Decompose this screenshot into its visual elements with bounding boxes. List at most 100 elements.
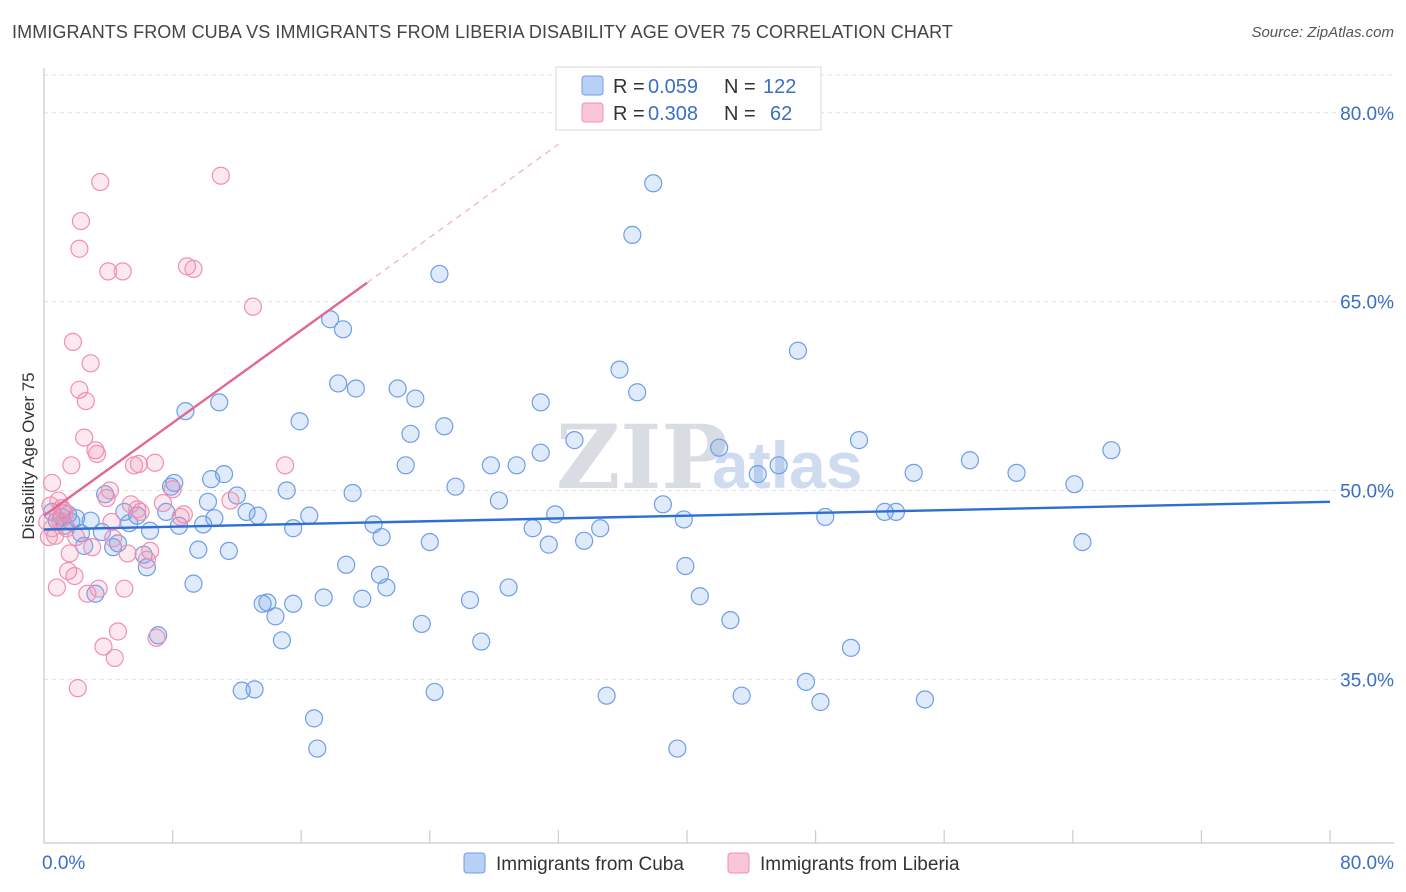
- point-cuba: [214, 465, 234, 484]
- legend-label-liberia: Immigrants from Liberia: [760, 854, 960, 875]
- point-cuba: [841, 638, 861, 657]
- point-cuba: [591, 519, 610, 538]
- point-liberia: [118, 544, 137, 563]
- point-liberia: [65, 566, 84, 586]
- point-cuba: [597, 686, 616, 705]
- point-cuba: [644, 174, 663, 193]
- point-cuba: [546, 505, 565, 524]
- point-liberia: [76, 391, 95, 411]
- point-liberia: [91, 172, 110, 192]
- legend-swatch-liberia: [727, 852, 750, 874]
- point-liberia: [184, 259, 203, 278]
- point-liberia: [70, 239, 89, 258]
- stats-r-value-cuba: 0.059: [648, 76, 698, 98]
- legend-label-cuba: Immigrants from Cuba: [496, 854, 684, 875]
- point-cuba: [210, 393, 229, 412]
- x-tick-label-max: 80.0%: [1340, 853, 1394, 874]
- point-liberia: [81, 354, 100, 373]
- y-tick-label: 35.0%: [1340, 670, 1394, 691]
- trend-line-cuba: [43, 500, 1331, 531]
- point-cuba: [499, 578, 518, 597]
- point-cuba: [272, 631, 292, 650]
- point-liberia: [87, 444, 107, 464]
- point-cuba: [472, 632, 491, 651]
- stats-n-value-liberia: 62: [770, 103, 792, 125]
- point-cuba: [674, 510, 693, 529]
- point-liberia: [145, 453, 165, 472]
- point-cuba: [314, 588, 333, 607]
- point-cuba: [523, 519, 542, 538]
- point-liberia: [60, 544, 79, 563]
- point-liberia: [147, 628, 166, 647]
- point-cuba: [420, 532, 439, 552]
- point-cuba: [430, 264, 449, 284]
- point-cuba: [676, 556, 695, 576]
- point-cuba: [277, 481, 296, 500]
- point-liberia: [211, 166, 230, 185]
- point-liberia: [78, 584, 97, 603]
- point-cuba: [489, 491, 509, 510]
- point-cuba: [539, 535, 558, 554]
- point-cuba: [435, 417, 454, 436]
- point-cuba: [721, 611, 740, 630]
- point-cuba: [219, 541, 238, 561]
- point-cuba: [300, 506, 319, 525]
- y-tick-label: 65.0%: [1340, 293, 1394, 314]
- point-liberia: [221, 491, 240, 510]
- point-cuba: [284, 519, 303, 538]
- point-cuba: [290, 412, 309, 431]
- point-liberia: [70, 380, 89, 399]
- data-points: [38, 166, 1121, 758]
- y-axis-label: Disability Age Over 75: [19, 372, 38, 539]
- grid-lines: [44, 74, 1394, 680]
- chart-source: Source: ZipAtlas.com: [1251, 24, 1394, 41]
- point-cuba: [165, 473, 184, 493]
- chart-title: IMMIGRANTS FROM CUBA VS IMMIGRANTS FROM …: [12, 22, 953, 42]
- point-liberia: [83, 538, 102, 557]
- point-cuba: [1007, 463, 1026, 482]
- y-tick-label: 80.0%: [1340, 104, 1394, 125]
- y-tick-label: 50.0%: [1340, 481, 1394, 502]
- stats-n-value-cuba: 122: [763, 76, 796, 98]
- watermark: ZIP atlas: [556, 405, 862, 509]
- stats-n-label-cuba: N =: [724, 76, 756, 98]
- legend-swatch-cuba: [463, 852, 486, 874]
- point-cuba: [668, 739, 687, 758]
- stats-r-label-cuba: R =: [613, 76, 645, 98]
- x-tick-label-min: 0.0%: [42, 853, 85, 874]
- point-cuba: [915, 690, 935, 709]
- point-liberia: [140, 541, 160, 561]
- point-cuba: [811, 692, 830, 712]
- point-liberia: [62, 456, 81, 475]
- watermark-zip: ZIP: [556, 405, 728, 509]
- point-cuba: [245, 680, 264, 699]
- point-liberia: [131, 502, 150, 521]
- point-cuba: [401, 424, 420, 443]
- point-cuba: [565, 431, 584, 450]
- point-cuba: [1102, 441, 1121, 460]
- point-liberia: [75, 428, 94, 447]
- point-cuba: [446, 477, 465, 496]
- point-cuba: [460, 590, 480, 610]
- point-cuba: [412, 614, 431, 634]
- point-cuba: [628, 383, 647, 402]
- point-liberia: [105, 648, 124, 668]
- point-cuba: [769, 456, 788, 475]
- point-cuba: [425, 682, 444, 702]
- point-cuba: [816, 507, 835, 527]
- point-liberia: [47, 578, 66, 597]
- point-liberia: [42, 473, 62, 493]
- stats-swatch-liberia: [581, 102, 604, 123]
- trend-line-liberia: [43, 281, 368, 517]
- point-cuba: [575, 531, 594, 550]
- point-liberia: [115, 579, 134, 598]
- point-cuba: [266, 607, 285, 626]
- point-cuba: [904, 463, 923, 482]
- trend-line-liberia-extension: [366, 143, 559, 284]
- point-cuba: [205, 509, 224, 528]
- point-cuba: [258, 593, 277, 612]
- point-liberia: [163, 480, 182, 499]
- point-cuba: [337, 555, 356, 574]
- point-liberia: [100, 481, 120, 500]
